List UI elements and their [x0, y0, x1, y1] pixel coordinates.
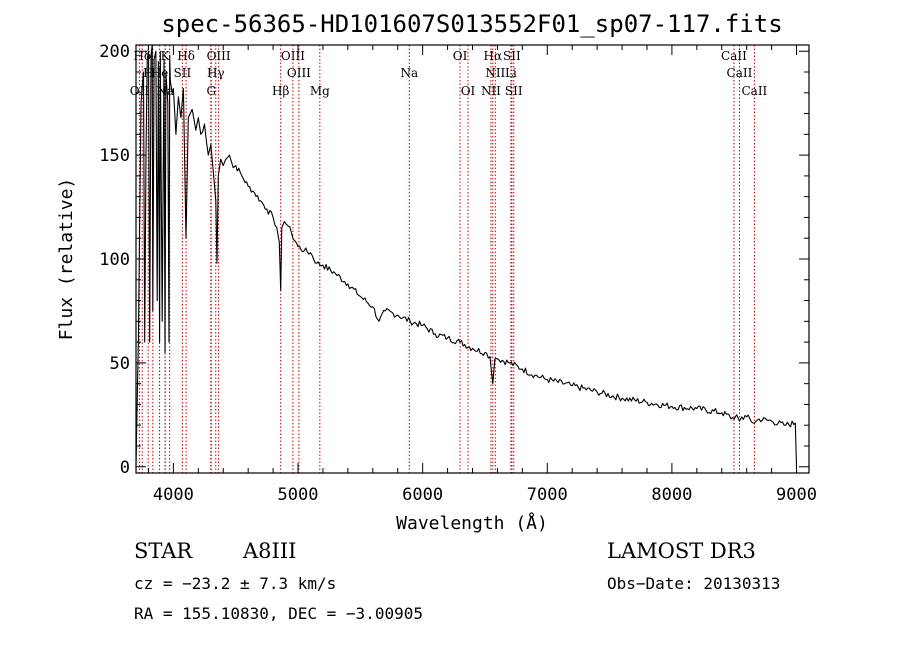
object-subclass: A8III [242, 539, 296, 563]
line-label: Hα [484, 49, 503, 63]
y-tick-label: 200 [99, 42, 130, 62]
line-label: SII [503, 49, 521, 63]
x-tick-label: 5000 [278, 485, 319, 505]
line-label: Na [400, 66, 418, 80]
flux-series-line [135, 44, 798, 467]
line-label: OIII [281, 49, 305, 63]
line-label: Li [505, 66, 517, 80]
line-label: NII [485, 66, 505, 80]
x-tick-label: 7000 [527, 485, 568, 505]
object-class: STAR [134, 539, 193, 563]
line-label: OI [453, 49, 468, 63]
y-axis-label: Flux (relative) [56, 178, 77, 341]
x-axis-ticks: 4000 5000 6000 7000 8000 9000 [147, 45, 817, 505]
line-label: Hγ [207, 66, 225, 80]
y-tick-label: 100 [99, 250, 130, 270]
x-axis-label: Wavelength (Å) [396, 512, 548, 534]
line-label: NII [481, 84, 501, 98]
x-tick-label: 4000 [153, 485, 194, 505]
y-tick-label: 0 [120, 458, 130, 478]
y-axis-ticks: 0 50 100 150 200 [99, 42, 809, 478]
line-label: OII [130, 84, 150, 98]
line-label: SII [505, 84, 523, 98]
coordinates: RA = 155.10830, DEC = −3.00905 [134, 604, 423, 623]
line-label: CaII [727, 66, 753, 80]
redshift-velocity: cz = −23.2 ± 7.3 km/s [134, 574, 336, 593]
line-label: OIII [207, 49, 231, 63]
line-label: SII [174, 66, 192, 80]
line-label: Mg [310, 84, 330, 98]
line-label: Hβ [272, 84, 289, 98]
line-label: CaII [721, 49, 747, 63]
line-label: CaII [741, 84, 767, 98]
x-tick-label: 6000 [402, 485, 443, 505]
observation-date: Obs−Date: 20130313 [607, 574, 780, 593]
y-tick-label: 150 [99, 146, 130, 166]
line-label: K [161, 49, 171, 63]
line-label: OIII [287, 66, 311, 80]
plot-frame [135, 44, 810, 474]
survey-name: LAMOST DR3 [607, 539, 756, 563]
line-label: Hδ [177, 49, 195, 63]
y-tick-label: 50 [110, 354, 130, 374]
chart-title: spec-56365-HD101607S013552F01_sp07-117.f… [161, 10, 782, 38]
x-tick-label: 9000 [776, 485, 817, 505]
line-label: G [206, 84, 216, 98]
spectral-line-markers [138, 45, 755, 473]
line-label: OI [461, 84, 476, 98]
x-tick-label: 8000 [651, 485, 692, 505]
